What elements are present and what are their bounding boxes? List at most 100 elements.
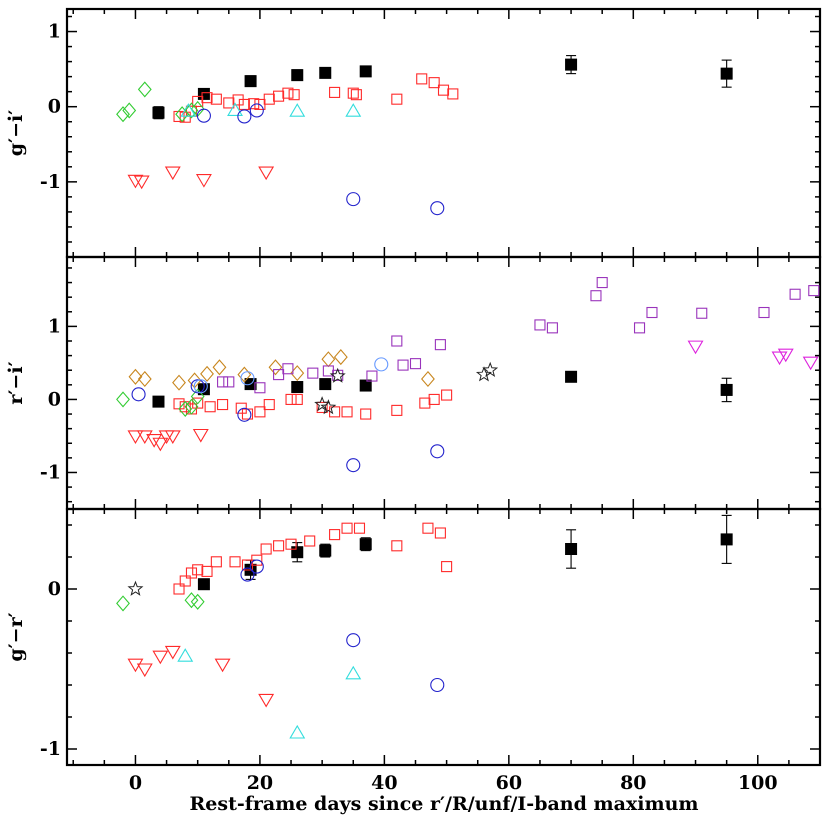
data-point-square-open xyxy=(204,401,216,413)
data-point-square-open xyxy=(347,87,359,99)
data-point-square-open xyxy=(282,363,294,375)
data-point-square-open xyxy=(304,535,316,547)
data-point-square-open xyxy=(590,290,602,302)
data-point-star xyxy=(475,366,492,382)
data-point-square-open xyxy=(254,406,266,418)
data-point-triangle-up xyxy=(345,665,362,680)
data-point-diamond xyxy=(212,359,227,376)
data-point-diamond xyxy=(184,102,199,119)
data-point-triangle-down xyxy=(146,434,163,448)
panel-frame-ri xyxy=(65,255,822,511)
data-point-triangle-down xyxy=(152,437,169,452)
y-axis-title-gr: g′−r′ xyxy=(5,612,27,661)
data-point-square-open xyxy=(273,90,285,102)
data-point-diamond xyxy=(116,106,130,123)
data-point-triangle-up xyxy=(177,648,194,662)
x-tick-label: 40 xyxy=(371,772,397,794)
data-point-square-filled xyxy=(359,538,372,551)
data-point-square-filled xyxy=(291,69,304,82)
data-point-star xyxy=(320,399,337,415)
data-point-circle xyxy=(237,109,252,124)
data-point-diamond xyxy=(122,102,137,119)
data-point-square-open xyxy=(428,393,440,405)
data-point-star xyxy=(482,361,499,378)
y-axis-title-gi: g′−i′ xyxy=(5,110,27,156)
data-point-square-filled xyxy=(319,66,332,79)
data-point-diamond xyxy=(190,388,205,405)
data-point-circle xyxy=(237,407,252,422)
x-tick-label: 100 xyxy=(738,772,778,794)
data-point-triangle-down xyxy=(802,356,819,371)
y-tick-label: -1 xyxy=(40,171,61,193)
data-point-circle xyxy=(193,379,208,394)
data-point-square-filled xyxy=(291,546,304,559)
data-point-triangle-down xyxy=(192,428,209,443)
data-point-square-open xyxy=(696,307,708,319)
data-point-square-filled xyxy=(319,544,332,557)
data-point-triangle-down xyxy=(164,430,181,445)
data-point-square-open xyxy=(391,93,403,105)
data-marks xyxy=(116,55,820,739)
data-point-triangle-down xyxy=(133,175,150,190)
data-point-triangle-down xyxy=(164,645,181,660)
data-point-square-open xyxy=(210,93,222,105)
y-tick-label: 0 xyxy=(48,578,61,600)
data-point-diamond xyxy=(184,592,199,609)
data-point-square-open xyxy=(428,77,440,89)
data-point-triangle-up xyxy=(227,102,243,117)
data-point-square-filled xyxy=(565,58,578,71)
data-point-triangle-down xyxy=(152,650,169,665)
data-point-circle xyxy=(430,677,445,693)
data-point-square-open xyxy=(758,306,770,319)
data-point-circle xyxy=(190,379,205,394)
data-point-diamond xyxy=(421,370,435,388)
data-point-circle xyxy=(430,444,445,459)
data-point-square-open xyxy=(322,365,334,377)
data-point-diamond xyxy=(116,595,130,612)
data-point-square-open xyxy=(192,95,204,107)
data-point-square-open xyxy=(192,397,204,409)
data-point-triangle-up xyxy=(289,724,306,739)
data-point-triangle-up xyxy=(345,103,362,117)
data-point-square-open xyxy=(173,583,185,595)
data-point-square-open xyxy=(441,389,453,401)
data-point-square-open xyxy=(416,73,428,85)
x-axis-title: Rest-frame days since r′/R/unf/I-band ma… xyxy=(190,793,699,815)
data-point-square-open xyxy=(288,89,300,101)
data-point-square-open xyxy=(217,398,229,411)
y-tick-label: 0 xyxy=(48,388,61,410)
data-point-square-open xyxy=(789,288,801,300)
data-point-square-open xyxy=(546,322,558,334)
data-point-square-filled xyxy=(197,578,210,591)
data-point-diamond xyxy=(333,349,348,366)
data-point-triangle-down xyxy=(214,658,231,673)
data-point-square-open xyxy=(808,285,820,297)
data-point-square-open xyxy=(596,277,608,289)
data-point-triangle-down xyxy=(127,174,144,189)
data-point-circle xyxy=(346,192,361,207)
data-point-triangle-down xyxy=(777,348,794,363)
data-point-triangle-down xyxy=(771,351,788,366)
x-tick-label: 60 xyxy=(496,772,522,794)
data-point-square-open xyxy=(291,393,303,405)
data-point-triangle-down xyxy=(258,693,275,708)
data-point-square-open xyxy=(341,406,353,418)
data-point-square-open xyxy=(329,529,341,541)
data-point-circle xyxy=(240,371,255,386)
data-point-square-open xyxy=(434,527,446,539)
data-point-square-open xyxy=(534,319,546,331)
data-point-triangle-down xyxy=(164,166,181,181)
data-point-square-open xyxy=(353,522,366,534)
data-point-square-filled xyxy=(720,383,733,396)
data-point-diamond xyxy=(128,368,143,385)
data-point-diamond xyxy=(190,593,205,610)
data-point-square-open xyxy=(316,401,328,414)
data-point-square-open xyxy=(201,92,213,104)
data-point-triangle-down xyxy=(136,663,153,678)
data-point-square-open xyxy=(260,543,272,555)
data-point-circle xyxy=(374,357,389,372)
x-tick-label: 80 xyxy=(620,772,646,794)
data-point-square-open xyxy=(285,538,297,550)
data-point-triangle-down xyxy=(195,174,212,188)
